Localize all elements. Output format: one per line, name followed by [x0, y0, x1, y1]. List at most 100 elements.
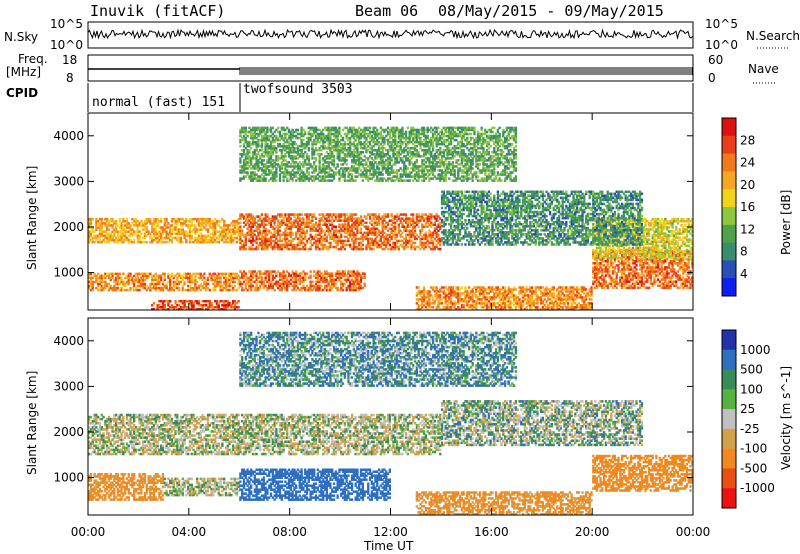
heatmap-cell	[232, 232, 235, 236]
heatmap-cell	[295, 243, 298, 247]
heatmap-cell	[275, 282, 278, 286]
heatmap-cell	[138, 234, 141, 238]
heatmap-cell	[242, 221, 246, 224]
heatmap-cell	[282, 280, 285, 284]
heatmap-cell	[181, 278, 184, 282]
heatmap-cell	[199, 234, 202, 238]
heatmap-cell	[302, 286, 305, 290]
heatmap-cell	[152, 224, 156, 227]
heatmap-cell	[97, 284, 100, 288]
heatmap-cell	[188, 230, 192, 234]
heatmap-cell	[242, 241, 246, 245]
heatmap-cell	[331, 274, 334, 277]
heatmap-cell	[372, 229, 375, 233]
heatmap-cell	[280, 288, 283, 292]
heatmap-cell	[305, 229, 309, 233]
heatmap-cell	[197, 222, 201, 225]
heatmap-cell	[224, 284, 228, 288]
heatmap-cell	[228, 301, 231, 305]
heatmap-cell	[131, 217, 134, 221]
heatmap-cell	[223, 222, 226, 225]
heatmap-cell	[255, 235, 258, 239]
heatmap-cell	[386, 233, 390, 237]
heatmap-cell	[433, 215, 437, 218]
heatmap-cell	[381, 221, 384, 224]
heatmap-cell	[352, 282, 355, 286]
heatmap-cell	[136, 280, 139, 284]
heatmap-cell	[253, 217, 256, 220]
heatmap-cell	[212, 232, 215, 236]
heatmap-cell	[322, 274, 325, 277]
heatmap-cell	[322, 245, 325, 249]
heatmap-cell	[219, 280, 222, 284]
heatmap-cell	[381, 243, 384, 247]
heatmap-cell	[185, 240, 188, 244]
heatmap-cell	[311, 215, 314, 218]
heatmap-cell	[345, 239, 348, 243]
heatmap-cell	[179, 224, 183, 227]
heatmap-cell	[320, 272, 323, 275]
heatmap-cell	[169, 286, 172, 290]
heatmap-cell	[176, 282, 179, 286]
heatmap-cell	[185, 217, 188, 221]
heatmap-cell	[257, 237, 260, 241]
heatmap-cell	[413, 231, 417, 235]
heatmap-cell	[446, 304, 449, 307]
heatmap-cell	[428, 290, 431, 293]
heatmap-cell	[262, 231, 265, 235]
heatmap-cell	[154, 286, 157, 290]
heatmap-cell	[320, 288, 323, 292]
heatmap-cell	[194, 224, 197, 227]
heatmap-cell	[284, 213, 287, 216]
heatmap-cell	[419, 294, 422, 297]
heatmap-cell	[237, 286, 240, 290]
heatmap-cell	[302, 276, 305, 280]
heatmap-cell	[381, 231, 384, 235]
heatmap-cell	[221, 286, 224, 290]
heatmap-cell	[332, 225, 336, 229]
heatmap-cell	[431, 235, 435, 239]
heatmap-cell	[259, 223, 262, 226]
heatmap-cell	[390, 219, 393, 222]
heatmap-cell	[232, 286, 235, 290]
heatmap-cell	[145, 272, 148, 276]
heatmap-cell	[439, 288, 442, 291]
heatmap-cell	[349, 227, 352, 231]
heatmap-cell	[217, 276, 220, 280]
heatmap-cell	[377, 231, 381, 235]
heatmap-cell	[449, 294, 453, 297]
heatmap-cell	[394, 227, 397, 231]
heatmap-cell	[296, 286, 300, 290]
heatmap-cell	[444, 300, 447, 303]
heatmap-cell	[205, 284, 208, 288]
heatmap-cell	[118, 226, 121, 229]
heatmap-cell	[174, 236, 177, 240]
heatmap-cell	[269, 282, 273, 286]
heatmap-cell	[325, 235, 328, 239]
heatmap-cell	[435, 235, 438, 239]
heatmap-cell	[325, 217, 328, 220]
heatmap-cell	[318, 247, 321, 251]
freq-label: Freq.	[18, 52, 48, 66]
heatmap-cell	[194, 299, 197, 303]
heatmap-cell	[304, 247, 307, 251]
heatmap-cell	[170, 238, 174, 242]
heatmap-cell	[223, 226, 226, 229]
heatmap-cell	[160, 278, 163, 282]
heatmap-cell	[151, 236, 154, 240]
heatmap-cell	[190, 224, 193, 227]
heatmap-cell	[300, 233, 303, 237]
heatmap-cell	[167, 303, 170, 307]
heatmap-cell	[187, 288, 190, 292]
heatmap-cell	[361, 219, 364, 222]
heatmap-cell	[224, 232, 228, 236]
heatmap-cell	[133, 238, 136, 242]
heatmap-cell	[273, 235, 276, 239]
heatmap-cell	[190, 274, 193, 278]
heatmap-cell	[174, 226, 177, 229]
heatmap-cell	[91, 226, 94, 229]
heatmap-cell	[239, 225, 242, 229]
heatmap-cell	[187, 276, 190, 280]
heatmap-cell	[98, 282, 102, 286]
heatmap-cell	[228, 228, 231, 231]
